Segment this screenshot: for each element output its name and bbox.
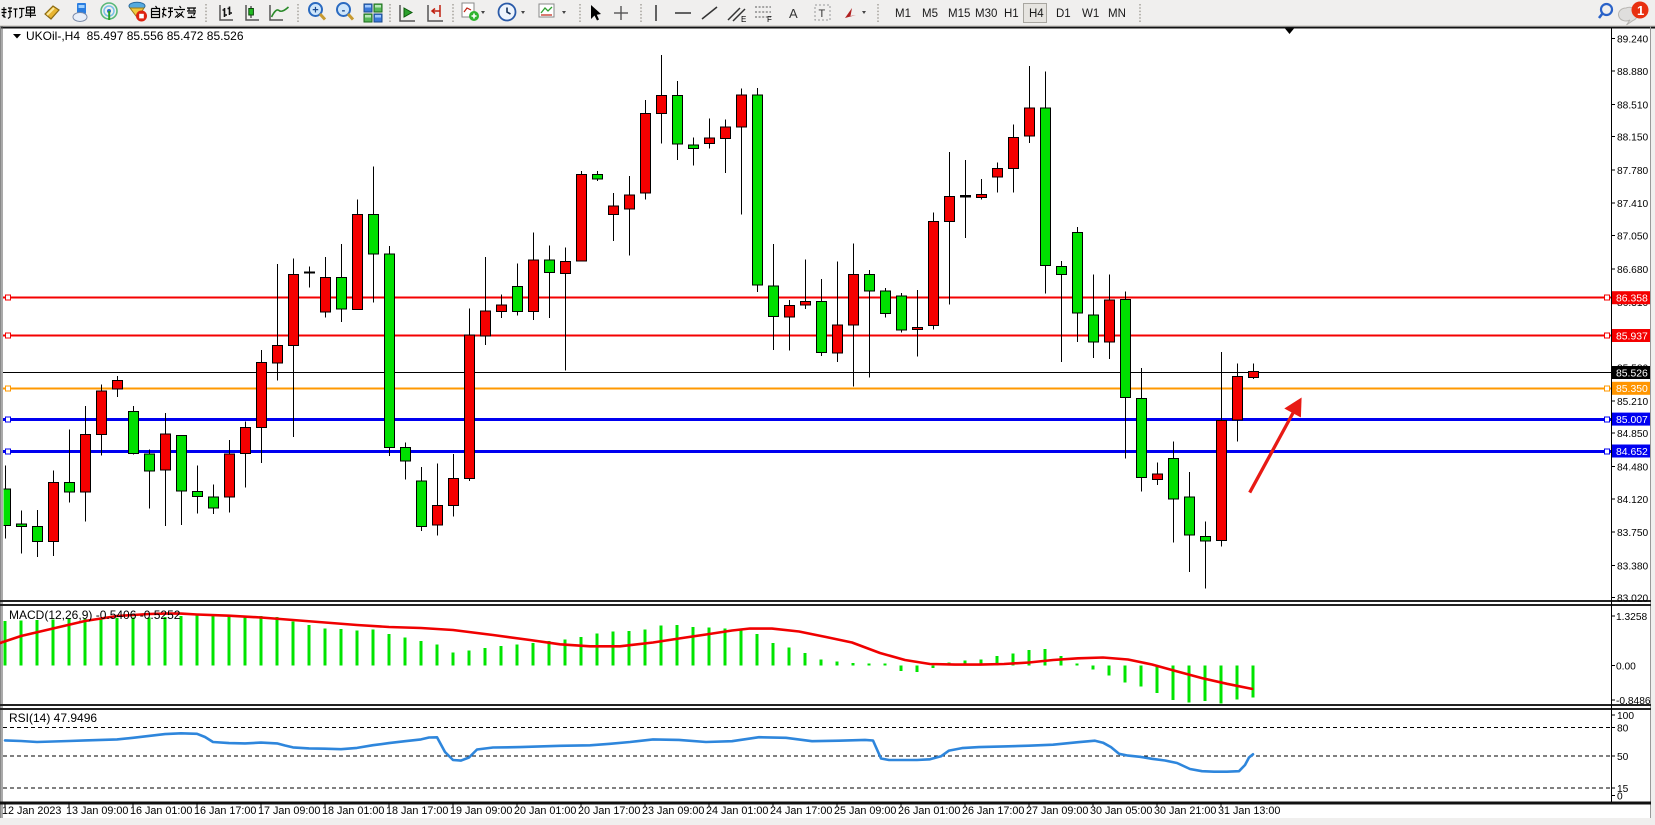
svg-text:24 Jan 17:00: 24 Jan 17:00	[770, 805, 832, 817]
svg-text:25 Jan 09:00: 25 Jan 09:00	[834, 805, 896, 817]
svg-text:26 Jan 17:00: 26 Jan 17:00	[962, 805, 1024, 817]
svg-text:1: 1	[1637, 3, 1644, 18]
svg-text:24 Jan 01:00: 24 Jan 01:00	[706, 805, 768, 817]
svg-text:1.3258: 1.3258	[1616, 612, 1647, 623]
svg-text:86.680: 86.680	[1617, 265, 1648, 276]
svg-text:MN: MN	[1108, 8, 1126, 20]
svg-text:87.780: 87.780	[1617, 166, 1648, 177]
svg-text:23 Jan 09:00: 23 Jan 09:00	[642, 805, 704, 817]
svg-text:H4: H4	[1029, 8, 1044, 20]
svg-text:0: 0	[1617, 792, 1623, 803]
svg-text:88.880: 88.880	[1617, 67, 1648, 78]
svg-text:84.850: 84.850	[1617, 429, 1648, 440]
svg-text:18 Jan 17:00: 18 Jan 17:00	[386, 805, 448, 817]
svg-text:F: F	[767, 15, 772, 24]
svg-text:83.380: 83.380	[1617, 561, 1648, 572]
svg-text:H1: H1	[1004, 8, 1019, 20]
svg-text:13 Jan 09:00: 13 Jan 09:00	[66, 805, 128, 817]
svg-text:M5: M5	[922, 8, 938, 20]
svg-text:88.510: 88.510	[1617, 100, 1648, 111]
svg-text:17 Jan 09:00: 17 Jan 09:00	[258, 805, 320, 817]
svg-text:W1: W1	[1082, 8, 1099, 20]
svg-text:87.050: 87.050	[1617, 232, 1648, 243]
svg-text:83.750: 83.750	[1617, 528, 1648, 539]
svg-text:84.652: 84.652	[1616, 447, 1648, 458]
svg-text:20 Jan 01:00: 20 Jan 01:00	[514, 805, 576, 817]
svg-text:89.240: 89.240	[1617, 35, 1648, 46]
svg-text:83.020: 83.020	[1617, 594, 1648, 605]
svg-text:30 Jan 21:00: 30 Jan 21:00	[1154, 805, 1216, 817]
svg-text:M30: M30	[975, 8, 997, 20]
svg-text:E: E	[741, 15, 746, 24]
svg-text:100: 100	[1617, 711, 1634, 722]
svg-text:15: 15	[1617, 784, 1629, 795]
svg-text:87.410: 87.410	[1617, 199, 1648, 210]
svg-text:-: -	[342, 5, 346, 17]
svg-text:86.358: 86.358	[1616, 294, 1648, 305]
svg-text:20 Jan 17:00: 20 Jan 17:00	[578, 805, 640, 817]
svg-text:84.480: 84.480	[1617, 463, 1648, 474]
svg-text:85.350: 85.350	[1616, 384, 1648, 395]
svg-text:M1: M1	[895, 8, 911, 20]
svg-text:+: +	[312, 5, 318, 17]
svg-text:88.150: 88.150	[1617, 133, 1648, 144]
svg-text:85.937: 85.937	[1616, 331, 1648, 342]
svg-text:T: T	[819, 8, 826, 20]
svg-text:18 Jan 01:00: 18 Jan 01:00	[322, 805, 384, 817]
svg-text:16 Jan 17:00: 16 Jan 17:00	[194, 805, 256, 817]
svg-text:-0.8486: -0.8486	[1616, 696, 1651, 707]
svg-text:A: A	[789, 6, 798, 21]
svg-text:UKOil-,H4 85.497 85.556 85.47: UKOil-,H4 85.497 85.556 85.472 85.526	[26, 29, 244, 43]
svg-text:0.00: 0.00	[1616, 662, 1636, 673]
svg-text:M15: M15	[948, 8, 970, 20]
svg-text:84.120: 84.120	[1617, 495, 1648, 506]
svg-text:12 Jan 2023: 12 Jan 2023	[2, 805, 61, 817]
svg-text:50: 50	[1617, 752, 1629, 763]
svg-text:19 Jan 09:00: 19 Jan 09:00	[450, 805, 512, 817]
svg-text:MACD(12,26,9) -0.5406 -0.5252: MACD(12,26,9) -0.5406 -0.5252	[9, 608, 181, 622]
svg-text:RSI(14) 47.9496: RSI(14) 47.9496	[9, 711, 97, 725]
svg-text:31 Jan 13:00: 31 Jan 13:00	[1218, 805, 1280, 817]
svg-text:85.210: 85.210	[1617, 397, 1648, 408]
svg-text:85.526: 85.526	[1616, 368, 1648, 379]
svg-text:D1: D1	[1056, 8, 1071, 20]
svg-text:85.007: 85.007	[1616, 415, 1648, 426]
svg-text:16 Jan 01:00: 16 Jan 01:00	[130, 805, 192, 817]
svg-text:30 Jan 05:00: 30 Jan 05:00	[1090, 805, 1152, 817]
svg-text:27 Jan 09:00: 27 Jan 09:00	[1026, 805, 1088, 817]
svg-text:80: 80	[1617, 724, 1629, 735]
svg-text:26 Jan 01:00: 26 Jan 01:00	[898, 805, 960, 817]
